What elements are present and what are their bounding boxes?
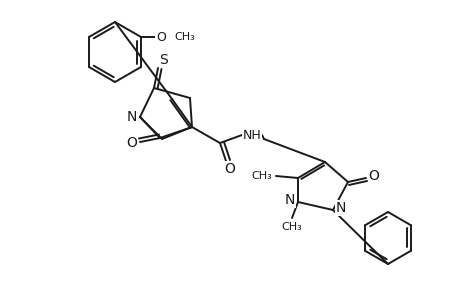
Text: CH₃: CH₃ [174, 32, 194, 42]
Text: CH₃: CH₃ [281, 222, 302, 232]
Text: O: O [156, 31, 166, 44]
Text: N: N [335, 201, 346, 215]
Text: S: S [159, 53, 168, 67]
Text: N: N [284, 193, 295, 207]
Text: O: O [368, 169, 379, 183]
Text: CH₃: CH₃ [251, 171, 272, 181]
Text: O: O [126, 136, 137, 150]
Text: O: O [224, 162, 235, 176]
Text: NH: NH [242, 128, 261, 142]
Text: N: N [127, 110, 137, 124]
